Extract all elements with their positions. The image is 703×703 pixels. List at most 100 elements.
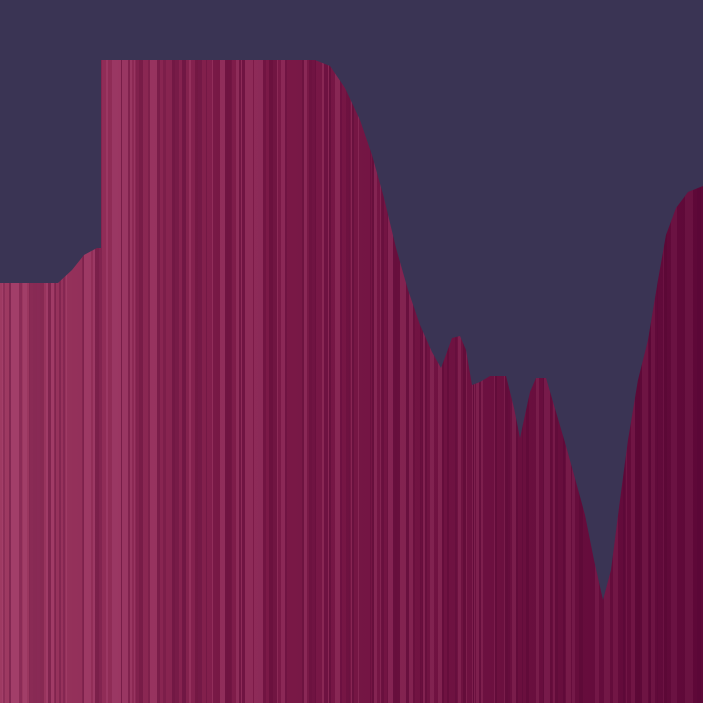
terrain-stripe: [651, 60, 655, 703]
terrain-stripe: [139, 60, 143, 703]
terrain-stripe: [508, 60, 510, 703]
terrain-stripe: [163, 60, 166, 703]
terrain-stripe: [258, 60, 261, 703]
terrain-stripe: [632, 60, 635, 703]
terrain-stripe: [505, 60, 508, 703]
terrain-base-shape: [0, 60, 703, 703]
terrain-stripe: [543, 60, 544, 703]
terrain-stripe: [663, 60, 664, 703]
terrain-stripe: [685, 60, 689, 703]
terrain-stripe: [322, 60, 324, 703]
terrain-stripe: [423, 60, 425, 703]
terrain-stripe: [645, 60, 648, 703]
terrain-stripe: [466, 60, 467, 703]
terrain-stripe: [9, 60, 11, 703]
terrain-stripe: [544, 60, 546, 703]
terrain-stripe: [643, 60, 645, 703]
terrain-stripe: [242, 60, 245, 703]
terrain-stripe: [512, 60, 516, 703]
terrain-stripe: [231, 60, 232, 703]
terrain-stripe: [504, 60, 505, 703]
terrain-stripe: [572, 60, 575, 703]
terrain-stripe: [400, 60, 402, 703]
terrain-stripe: [335, 60, 338, 703]
terrain-stripe: [338, 60, 340, 703]
terrain-stripe: [328, 60, 329, 703]
terrain-stripe: [555, 60, 558, 703]
terrain-stripe: [30, 60, 33, 703]
terrain-stripe: [302, 60, 304, 703]
terrain-stripe: [63, 60, 65, 703]
terrain-stripe: [273, 60, 277, 703]
terrain-stripe: [241, 60, 242, 703]
terrain-stripe: [93, 60, 95, 703]
terrain-stripe: [481, 60, 483, 703]
terrain-stripe: [222, 60, 225, 703]
terrain-stripe: [522, 60, 523, 703]
terrain-stripe: [494, 60, 495, 703]
terrain-stripe: [277, 60, 278, 703]
terrain-stripe: [458, 60, 461, 703]
terrain-stripe: [697, 60, 700, 703]
terrain-stripe: [563, 60, 565, 703]
terrain-stripe: [106, 60, 108, 703]
terrain-stripe: [172, 60, 175, 703]
terrain-stripe: [48, 60, 51, 703]
terrain-stripe: [372, 60, 374, 703]
terrain-stripe: [55, 60, 56, 703]
terrain-stripe: [422, 60, 423, 703]
terrain-stripe: [516, 60, 518, 703]
terrain-stripe: [566, 60, 569, 703]
terrain-stripe: [225, 60, 228, 703]
terrain-stripe: [637, 60, 640, 703]
terrain-stripe: [626, 60, 627, 703]
terrain-stripe: [387, 60, 388, 703]
terrain-stripe: [642, 60, 643, 703]
terrain-stripe: [3, 60, 5, 703]
terrain-stripe: [83, 60, 84, 703]
terrain-stripe: [126, 60, 128, 703]
terrain-stripe: [548, 60, 549, 703]
terrain-stripe: [239, 60, 241, 703]
terrain-stripe: [689, 60, 693, 703]
terrain-stripe: [474, 60, 475, 703]
terrain-stripe: [421, 60, 422, 703]
terrain-stripe: [150, 60, 154, 703]
terrain-stripe: [546, 60, 548, 703]
terrain-stripe: [245, 60, 249, 703]
terrain-stripe: [122, 60, 126, 703]
terrain-stripe: [182, 60, 186, 703]
terrain-stripe: [213, 60, 216, 703]
terrain-stripe: [137, 60, 139, 703]
terrain-stripe: [46, 60, 48, 703]
terrain-stripe: [59, 60, 61, 703]
terrain-stripe: [447, 60, 449, 703]
terrain-stripe: [189, 60, 191, 703]
terrain-stripe: [261, 60, 263, 703]
terrain-stripe: [130, 60, 132, 703]
terrain-stripe: [82, 60, 83, 703]
terrain-stripe: [579, 60, 583, 703]
terrain-stripe: [148, 60, 150, 703]
terrain-stripe: [397, 60, 400, 703]
terrain-stripe: [315, 60, 316, 703]
terrain-stripe: [374, 60, 377, 703]
terrain-stripe: [473, 60, 474, 703]
terrain-stripe: [442, 60, 444, 703]
terrain-stripe: [99, 60, 102, 703]
terrain-stripe: [438, 60, 442, 703]
terrain-stripe: [495, 60, 497, 703]
terrain-stripe: [409, 60, 413, 703]
terrain-stripe: [476, 60, 479, 703]
terrain-stripe: [304, 60, 307, 703]
terrain-stripe: [569, 60, 571, 703]
terrain-stripe: [285, 60, 287, 703]
terrain-stripe: [614, 60, 618, 703]
terrain-stripe: [649, 60, 651, 703]
terrain-stripe: [263, 60, 266, 703]
terrain-stripe: [340, 60, 342, 703]
terrain-stripe: [216, 60, 220, 703]
terrain-stripe: [358, 60, 359, 703]
